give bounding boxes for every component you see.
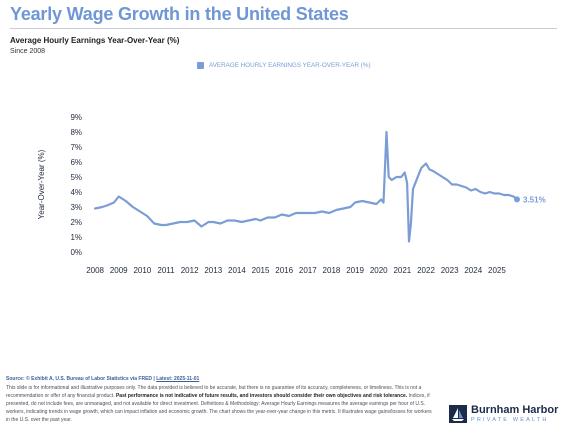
x-tick-label: 2021 bbox=[393, 266, 411, 275]
brand-tagline: PRIVATE WEALTH bbox=[471, 417, 549, 423]
x-tick-label: 2016 bbox=[275, 266, 293, 275]
x-tick-label: 2011 bbox=[157, 266, 175, 275]
y-tick-label: 9% bbox=[70, 113, 82, 122]
chart-date-range: Since 2008 bbox=[10, 48, 46, 55]
x-tick-label: 2008 bbox=[86, 266, 104, 275]
y-tick-label: 2% bbox=[70, 218, 82, 227]
legend-swatch bbox=[197, 62, 204, 69]
disclaimer-bold-text: Past performance is not indicative of fu… bbox=[115, 393, 408, 399]
x-tick-label: 2025 bbox=[488, 266, 506, 275]
legend-label: AVERAGE HOURLY EARNINGS YEAR-OVER-YEAR (… bbox=[209, 62, 371, 69]
y-tick-label: 5% bbox=[70, 173, 82, 182]
y-tick-label: 8% bbox=[70, 128, 82, 137]
line-chart: 0% 1% 2% 3% 4% 5% 6% 7% 8% 9% 2008 2009 2010 2011 201… bbox=[37, 113, 546, 275]
x-tick-label: 2015 bbox=[252, 266, 270, 275]
x-tick-label: 2009 bbox=[110, 266, 128, 275]
x-tick-label: 2024 bbox=[464, 266, 482, 275]
chart-subtitle: Average Hourly Earnings Year-Over-Year (… bbox=[10, 36, 180, 45]
y-tick-label: 3% bbox=[70, 203, 82, 212]
title-divider bbox=[10, 28, 557, 29]
methodology-text: Indices, if presented, do not include fe… bbox=[6, 393, 432, 423]
disclaimer-text: This slide is for informational and illu… bbox=[6, 385, 422, 399]
chart-legend: AVERAGE HOURLY EARNINGS YEAR-OVER-YEAR (… bbox=[197, 62, 371, 69]
source-separator: | bbox=[153, 376, 155, 382]
y-tick-label: 1% bbox=[70, 233, 82, 242]
y-tick-label: 6% bbox=[70, 158, 82, 167]
x-axis: 2008 2009 2010 2011 2012 2013 2014 2015 2016 2017… bbox=[86, 266, 506, 275]
source-line: Source: © Exhibit A, U.S. Bureau of Labo… bbox=[6, 375, 436, 383]
x-tick-label: 2019 bbox=[346, 266, 364, 275]
x-tick-label: 2014 bbox=[228, 266, 246, 275]
series-line-avg-hourly-earnings bbox=[93, 130, 519, 243]
y-tick-label: 0% bbox=[70, 248, 82, 257]
y-axis: 0% 1% 2% 3% 4% 5% 6% 7% 8% 9% bbox=[70, 113, 82, 257]
y-tick-label: 7% bbox=[70, 143, 82, 152]
brand-logo: Burnham Harbor PRIVATE WEALTH bbox=[449, 404, 561, 428]
x-tick-label: 2013 bbox=[204, 266, 222, 275]
x-tick-label: 2023 bbox=[441, 266, 459, 275]
x-tick-label: 2010 bbox=[133, 266, 151, 275]
y-tick-label: 4% bbox=[70, 188, 82, 197]
latest-date-link[interactable]: Latest: 2025-11-01 bbox=[156, 376, 200, 382]
x-tick-label: 2017 bbox=[299, 266, 317, 275]
brand-name: Burnham Harbor bbox=[471, 404, 559, 416]
y-axis-label: Year-Over-Year (%) bbox=[37, 149, 46, 219]
x-tick-label: 2020 bbox=[370, 266, 388, 275]
x-tick-label: 2018 bbox=[323, 266, 341, 275]
series-end-label: 3.51% bbox=[523, 195, 546, 204]
source-text: Source: © Exhibit A, U.S. Bureau of Labo… bbox=[6, 376, 153, 382]
x-tick-label: 2012 bbox=[181, 266, 199, 275]
chart-title: Yearly Wage Growth in the United States bbox=[10, 4, 349, 24]
footer-notes: Source: © Exhibit A, U.S. Bureau of Labo… bbox=[6, 375, 436, 424]
sailboat-logo-icon bbox=[449, 405, 467, 423]
x-tick-label: 2022 bbox=[417, 266, 435, 275]
series-end-point bbox=[514, 196, 520, 203]
